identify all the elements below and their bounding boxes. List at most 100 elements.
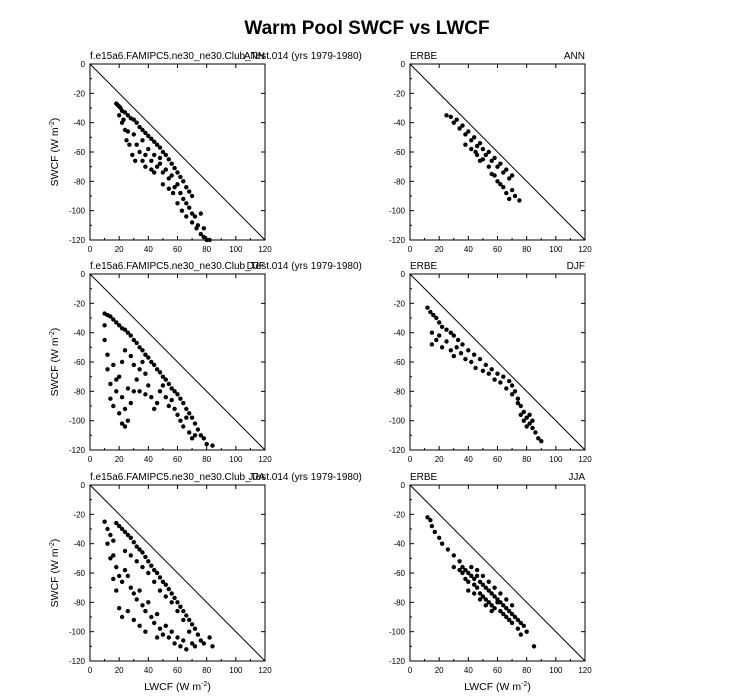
- data-point: [498, 161, 503, 166]
- x-tick-label: 40: [144, 455, 153, 464]
- panel-left-label: ERBE: [410, 472, 438, 483]
- x-tick-label: 40: [464, 455, 473, 464]
- data-point: [480, 368, 486, 373]
- y-tick-label: -120: [69, 657, 86, 666]
- data-point: [515, 626, 521, 631]
- data-point: [172, 641, 177, 646]
- data-point: [187, 430, 192, 435]
- y-tick-label: -80: [393, 177, 405, 186]
- y-tick-label: -120: [69, 446, 86, 455]
- data-point: [125, 386, 131, 391]
- data-point: [469, 359, 474, 365]
- x-axis-title: LWCF (W m-2): [144, 681, 211, 693]
- data-point: [474, 143, 480, 149]
- data-point: [134, 597, 139, 602]
- data-point: [198, 638, 203, 643]
- scatter-panel-model-djf: 0 20 40 60 80 100 120 -120 -100 -80 -60 -40 -20 0 f.e1…: [49, 261, 362, 464]
- data-point: [489, 171, 494, 177]
- data-point: [119, 395, 125, 400]
- data-point: [425, 515, 430, 520]
- data-point: [160, 182, 166, 187]
- data-point: [105, 367, 110, 372]
- y-tick-label: -120: [69, 236, 86, 245]
- data-point: [125, 608, 131, 614]
- y-tick-label: -40: [73, 119, 85, 128]
- scatter-panel-model-jja: 0 20 40 60 80 100 120 -120 -100 -80 -60 -40 -20 0 f.e1…: [49, 472, 362, 693]
- data-point: [131, 337, 136, 343]
- data-point: [137, 588, 142, 593]
- data-point: [163, 152, 168, 158]
- y-tick-label: -80: [393, 598, 405, 607]
- data-point: [515, 396, 521, 401]
- data-point: [169, 591, 174, 596]
- data-point: [160, 374, 166, 379]
- data-point: [489, 158, 494, 163]
- data-point: [170, 190, 176, 196]
- data-point: [127, 142, 132, 147]
- data-point: [495, 164, 500, 169]
- data-point: [477, 158, 483, 163]
- data-point: [152, 567, 157, 573]
- data-point: [157, 626, 163, 631]
- data-point: [429, 523, 435, 529]
- data-point: [172, 185, 177, 190]
- data-point: [518, 412, 523, 417]
- data-point: [111, 576, 116, 582]
- data-point: [201, 436, 206, 441]
- y-tick-label: -40: [73, 540, 85, 549]
- data-point: [204, 441, 209, 447]
- data-point: [457, 567, 462, 573]
- data-point: [181, 617, 186, 623]
- y-axis-title-close: ): [49, 328, 61, 332]
- data-point: [455, 337, 461, 343]
- data-point: [187, 205, 192, 210]
- y-tick-label: -40: [73, 329, 85, 338]
- data-point: [163, 395, 168, 400]
- data-point: [489, 608, 494, 614]
- data-point: [154, 367, 160, 372]
- data-point: [451, 553, 456, 558]
- data-point: [149, 167, 154, 172]
- data-point: [125, 418, 131, 423]
- data-point: [498, 608, 503, 614]
- data-point: [108, 314, 113, 319]
- y-axis-title-main: SWCF (W m: [49, 127, 61, 186]
- data-point: [509, 611, 515, 617]
- data-point: [125, 129, 131, 134]
- y-tick-label: -100: [389, 207, 406, 216]
- data-point: [518, 620, 523, 626]
- data-point: [466, 579, 471, 584]
- data-point: [181, 608, 186, 614]
- x-tick-label: 20: [435, 666, 444, 675]
- data-point: [483, 152, 488, 158]
- x-tick-label: 20: [115, 245, 124, 254]
- data-point: [143, 608, 148, 614]
- data-point: [131, 617, 136, 623]
- data-point: [128, 400, 133, 406]
- panel-season-label: JJA: [248, 472, 265, 483]
- data-point: [521, 409, 526, 415]
- data-point: [437, 535, 442, 540]
- data-point: [192, 626, 198, 631]
- data-point: [117, 523, 122, 529]
- panel-season-label: JJA: [568, 472, 585, 483]
- figure-title: Warm Pool SWCF vs LWCF: [244, 18, 489, 39]
- data-point: [175, 170, 180, 175]
- y-tick-label: -20: [73, 299, 85, 308]
- data-point: [169, 629, 174, 634]
- data-point: [184, 415, 189, 420]
- panel-season-label: DJF: [567, 261, 585, 272]
- x-tick-label: 120: [258, 455, 272, 464]
- x-tick-label: 80: [522, 455, 531, 464]
- data-point: [102, 323, 107, 328]
- data-point: [474, 573, 480, 579]
- data-point: [160, 149, 166, 155]
- data-point: [192, 421, 198, 426]
- data-point: [160, 383, 166, 388]
- data-point: [122, 110, 128, 115]
- y-tick-label: -60: [393, 358, 405, 367]
- data-point: [445, 547, 451, 552]
- data-point: [157, 161, 163, 166]
- data-point: [448, 348, 453, 353]
- data-point: [466, 348, 471, 353]
